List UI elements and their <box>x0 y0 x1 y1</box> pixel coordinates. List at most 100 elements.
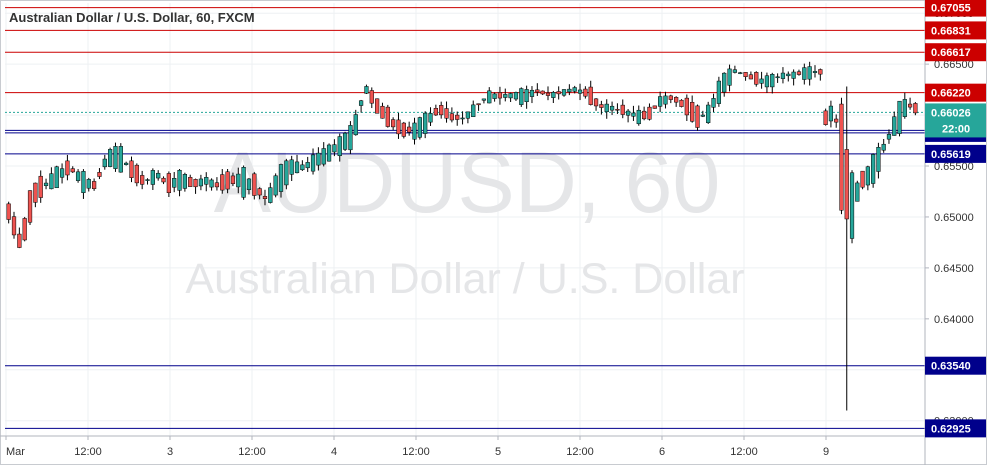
candle-body <box>27 190 33 223</box>
candle-body <box>214 182 220 188</box>
candle-body <box>583 88 588 97</box>
candle-body <box>807 66 812 80</box>
candle-body <box>609 105 615 111</box>
candle-body <box>748 74 754 80</box>
candle-body <box>91 181 97 189</box>
candle-body <box>732 69 738 73</box>
candle-body <box>428 113 433 123</box>
candle-body <box>663 95 668 105</box>
candle-body <box>791 71 796 79</box>
price-label-support: 0.63540 <box>925 356 986 375</box>
candle-body <box>33 182 38 203</box>
price-label-box <box>925 419 986 438</box>
x-tick-label: 12:00 <box>402 446 430 458</box>
candle-body <box>220 174 225 191</box>
candle-body <box>401 122 406 137</box>
candle-body <box>156 172 161 179</box>
price-label-box <box>925 0 986 17</box>
candle-body <box>492 93 497 99</box>
x-tick-label: 6 <box>659 446 665 458</box>
candle-body <box>556 91 561 95</box>
candle-body <box>6 203 11 220</box>
candle-body <box>182 174 188 189</box>
candle-body <box>129 160 134 178</box>
axis-price-labels: 0.670550.668310.666170.662200.658250.656… <box>925 0 986 438</box>
candle-body <box>855 182 860 202</box>
candle-body <box>59 168 65 178</box>
candle-body <box>417 117 422 138</box>
candle-body <box>385 106 390 127</box>
candle-body <box>75 171 81 181</box>
candle-body <box>284 160 289 186</box>
y-tick-label: 0.64500 <box>934 263 974 275</box>
price-label-resistance: 0.66617 <box>925 43 986 62</box>
y-tick-label: 0.65500 <box>934 161 974 173</box>
candle-body <box>140 175 145 185</box>
candle-body <box>278 164 284 192</box>
candle-body <box>113 146 118 169</box>
candle-body <box>476 103 481 106</box>
price-label-box <box>925 21 986 40</box>
candle-body <box>97 172 102 177</box>
price-label-box <box>925 356 986 375</box>
candle-body <box>11 216 17 236</box>
candle-body <box>188 177 193 187</box>
candle-body <box>513 92 519 100</box>
candle-body <box>897 100 902 134</box>
current-time-text: 22:00 <box>942 123 970 135</box>
candle-body <box>786 73 791 77</box>
candle-body <box>348 125 353 151</box>
candle-body <box>193 179 198 188</box>
price-label-support: 0.65619 <box>925 144 986 163</box>
candle-body <box>134 164 139 184</box>
candle-body <box>625 110 631 116</box>
candle-body <box>273 175 278 196</box>
candle-body <box>738 72 743 74</box>
candle-body <box>177 169 182 191</box>
price-label-resistance: 0.66831 <box>925 21 986 40</box>
candle-body <box>81 171 86 193</box>
candle-body <box>487 90 492 104</box>
candle-body <box>711 98 716 108</box>
candle-body <box>535 89 540 93</box>
candle-body <box>913 103 918 114</box>
candle-body <box>86 179 91 189</box>
x-tick-label: 12:00 <box>730 446 758 458</box>
current-price-label: 0.66026 22:00 <box>925 103 986 138</box>
candle-body <box>358 100 364 106</box>
candle-body <box>423 112 428 134</box>
price-label-text: 0.66831 <box>931 25 971 37</box>
candle-body <box>759 78 764 84</box>
candle-body <box>49 173 54 190</box>
x-tick-label: 12:00 <box>566 446 594 458</box>
candle-body <box>342 132 348 150</box>
price-label-resistance: 0.66220 <box>925 83 986 102</box>
price-label-box <box>925 144 986 163</box>
candle-body <box>631 112 636 117</box>
candles <box>6 61 918 411</box>
watermark-symbol: AUDUSD, 60 <box>214 135 721 231</box>
price-label-box <box>925 43 986 62</box>
candle-body <box>65 160 70 176</box>
candle-body <box>849 172 855 239</box>
candle-body <box>700 114 705 117</box>
candle-body <box>668 95 673 100</box>
candle-body <box>834 118 839 123</box>
candle-body <box>316 152 321 166</box>
x-tick-label: 3 <box>167 446 173 458</box>
candle-body <box>865 166 870 186</box>
candle-body <box>561 89 567 96</box>
candle-body <box>433 108 438 116</box>
candle-body <box>828 105 834 122</box>
candle-body <box>460 117 465 120</box>
price-label-text: 0.67055 <box>931 3 971 15</box>
candle-body <box>172 178 177 188</box>
candle-body <box>881 143 886 151</box>
candle-body <box>620 104 625 115</box>
candle-body <box>907 103 913 108</box>
y-tick-label: 0.66500 <box>934 59 974 71</box>
price-label-text: 0.66220 <box>931 88 971 100</box>
candle-body <box>886 134 892 140</box>
